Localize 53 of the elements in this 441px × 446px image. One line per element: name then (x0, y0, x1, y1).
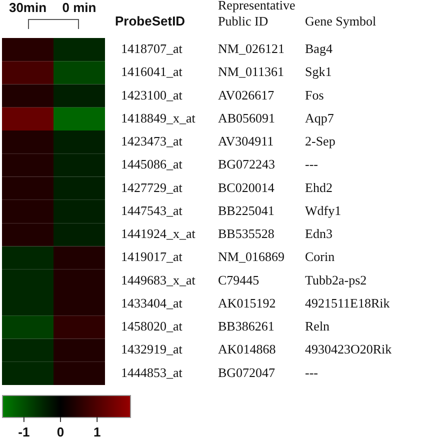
x-tick-label: 0 min (62, 0, 96, 15)
text: Representative Public ID (218, 0, 296, 28)
text: Aqp7 (305, 110, 334, 126)
text: Corin (305, 249, 336, 264)
y2-tick-label: NM_016869 (218, 249, 284, 264)
text: Wdfy1 (305, 202, 342, 218)
y-tick-label: 1441924_x_at (121, 226, 196, 242)
y-tick-label: 1444853_at (121, 364, 183, 380)
y-tick-label: 1423473_at (121, 134, 183, 149)
y2-tick-label: AK015192 (218, 295, 276, 310)
text: Fos (305, 87, 324, 102)
y2-tick-label: AV026617 (218, 87, 275, 102)
text: Reln (305, 318, 330, 334)
text: 2-Sep (305, 134, 336, 149)
y2-tick-label: BC020014 (218, 180, 275, 195)
y2-tick-label: BG072047 (218, 364, 276, 380)
y-tick-label: 1432919_at (121, 342, 183, 357)
text: --- (305, 364, 318, 380)
text: --- (305, 156, 318, 172)
y-tick-label: 1458020_at (121, 318, 183, 334)
y2-tick-label: C79445 (218, 272, 260, 288)
y2-tick-label: BG072243 (218, 156, 276, 172)
y-tick-label: 1418707_at (121, 40, 183, 56)
y-tick-label: 1433404_at (121, 295, 183, 310)
y-tick-label: 1445086_at (121, 156, 183, 172)
y-tick-label: 1416041_at (121, 64, 183, 80)
x-tick-label: 30min (8, 0, 47, 15)
y2-tick-label: BB225041 (218, 202, 274, 218)
text: ProbeSetID (115, 14, 186, 29)
text: Edn3 (305, 226, 332, 242)
text: 4930423O20Rik (305, 342, 392, 357)
color-bar-label: -1 (18, 424, 30, 440)
y2-tick-label: BB535528 (218, 226, 274, 242)
y-tick-label: 1419017_at (121, 249, 183, 264)
text: Ehd2 (305, 180, 332, 195)
y2-tick-label: AK014868 (218, 342, 276, 357)
y-tick-label: 1447543_at (121, 202, 183, 218)
y2-tick-label: BB386261 (218, 318, 274, 334)
text: Tubb2a-ps2 (305, 272, 367, 288)
text: Sgk1 (305, 64, 332, 80)
y-tick-label: 1449683_x_at (121, 272, 196, 288)
y-tick-label: 1427729_at (121, 180, 183, 195)
y2-tick-label: AB056091 (218, 110, 276, 126)
y2-tick-label: NM_011361 (218, 64, 284, 80)
text: 4921511E18Rik (305, 295, 390, 310)
text: Bag4 (305, 40, 333, 56)
y-tick-label: 1423100_at (121, 87, 183, 102)
text: Gene Symbol (305, 13, 377, 28)
y2-tick-label: AV304911 (218, 134, 274, 149)
y-tick-label: 1418849_x_at (121, 110, 196, 126)
color-bar-label: 1 (93, 424, 101, 440)
color-bar-label: 0 (56, 424, 64, 440)
y2-tick-label: NM_026121 (218, 40, 284, 56)
